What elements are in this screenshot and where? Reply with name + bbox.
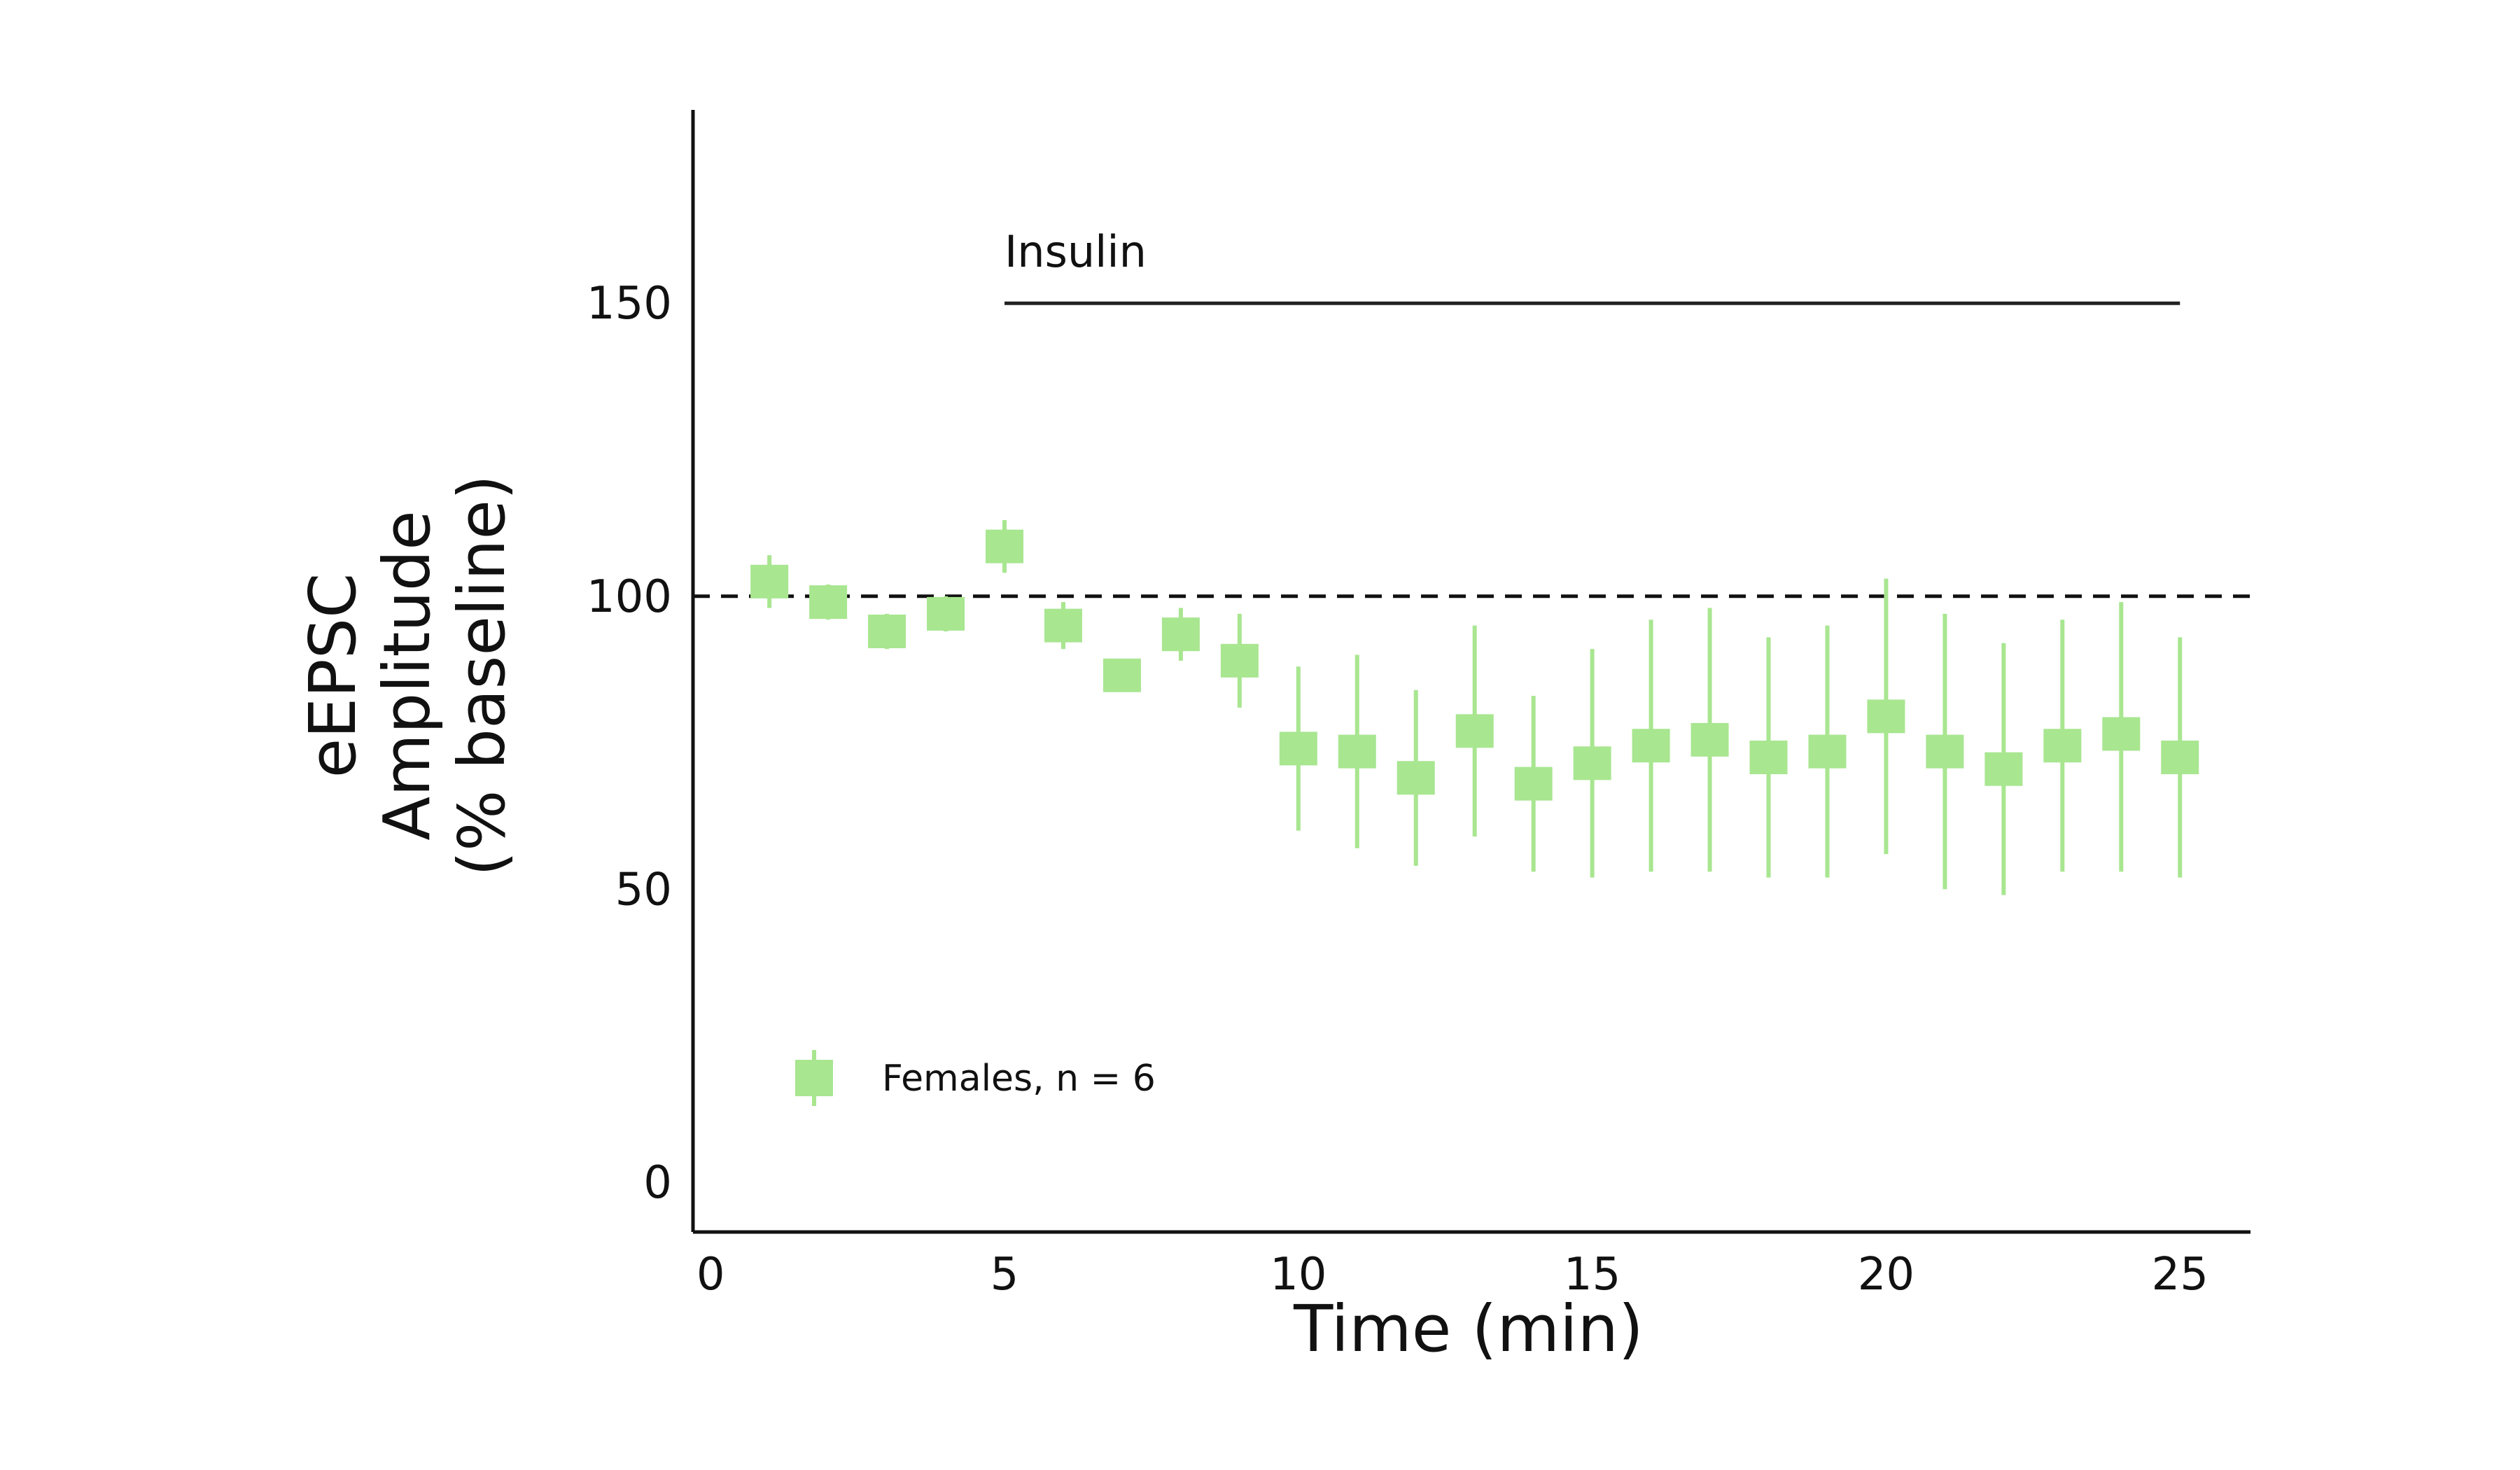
legend: Females, n = 6	[795, 1050, 1156, 1106]
data-point	[1514, 696, 1553, 872]
data-marker	[1514, 766, 1553, 801]
data-marker	[927, 596, 965, 631]
data-marker	[1279, 732, 1317, 766]
data-marker	[1984, 752, 2023, 786]
data-point	[2043, 620, 2082, 872]
data-point	[1220, 613, 1259, 708]
data-marker	[1808, 734, 1847, 769]
data-point	[809, 584, 848, 620]
data-marker	[1867, 699, 1905, 734]
data-point	[1279, 666, 1317, 831]
data-marker	[1220, 643, 1259, 678]
legend-marker	[795, 1060, 833, 1096]
data-point	[986, 519, 1023, 573]
data-point	[1396, 690, 1435, 866]
data-point	[927, 596, 965, 631]
data-marker	[1161, 617, 1200, 652]
x-tick-label: 10	[1270, 1249, 1326, 1301]
data-point	[1632, 620, 1670, 872]
data-marker	[1690, 722, 1729, 757]
x-axis-title: Time (min)	[1293, 1292, 1644, 1366]
data-marker	[750, 564, 789, 598]
data-marker	[1338, 734, 1376, 769]
x-tick-label: 5	[990, 1249, 1019, 1301]
data-point	[1749, 637, 1788, 878]
data-marker	[1749, 740, 1788, 774]
data-marker	[868, 614, 906, 648]
data-point	[868, 613, 906, 650]
y-axis-title-line-3: (% baseline)	[444, 475, 519, 876]
y-tick-label: 150	[587, 278, 672, 330]
data-marker	[2102, 717, 2141, 751]
legend-label: Females, n = 6	[882, 1058, 1156, 1100]
y-tick-label: 50	[615, 864, 672, 916]
data-marker	[1102, 658, 1141, 692]
data-marker	[1044, 608, 1082, 643]
data-point	[1573, 649, 1611, 878]
data-point	[1044, 602, 1082, 650]
data-marker	[1573, 746, 1611, 780]
data-marker	[809, 585, 848, 620]
data-marker	[1632, 729, 1670, 763]
data-point	[1926, 613, 1964, 890]
data-marker	[2161, 740, 2199, 774]
data-point	[1102, 658, 1141, 692]
data-point	[1690, 608, 1729, 872]
data-point	[1161, 608, 1200, 661]
y-tick-label: 100	[587, 571, 672, 623]
data-marker	[1396, 761, 1435, 795]
insulin-annotation: Insulin	[1004, 226, 2180, 305]
data-marker	[1926, 734, 1964, 769]
data-point	[1455, 625, 1494, 836]
y-axis-title: eEPSC Amplitude (% baseline)	[295, 475, 519, 876]
data-point	[2161, 637, 2199, 878]
data-point	[1867, 578, 1905, 855]
data-point	[2102, 602, 2141, 872]
y-axis-title-line-1: eEPSC	[295, 573, 370, 778]
x-tick-label: 25	[2152, 1249, 2208, 1301]
data-point	[750, 555, 789, 608]
x-tick-label: 20	[1858, 1249, 1914, 1301]
data-marker	[2043, 729, 2082, 763]
y-tick-label: 0	[643, 1157, 672, 1209]
data-point	[1808, 625, 1847, 878]
data-marker	[986, 529, 1023, 564]
y-ticks: 0 50 100 150	[587, 278, 672, 1209]
data-point	[1984, 643, 2023, 895]
data-marker	[1455, 714, 1494, 748]
data-point	[1338, 654, 1376, 848]
plot-area	[693, 519, 2250, 895]
x-ticks: 0 5 10 15 20 25	[696, 1249, 2208, 1301]
x-tick-label: 0	[696, 1249, 725, 1301]
insulin-label: Insulin	[1004, 226, 1147, 277]
x-tick-label: 15	[1564, 1249, 1620, 1301]
y-axis-title-line-2: Amplitude	[370, 510, 444, 840]
